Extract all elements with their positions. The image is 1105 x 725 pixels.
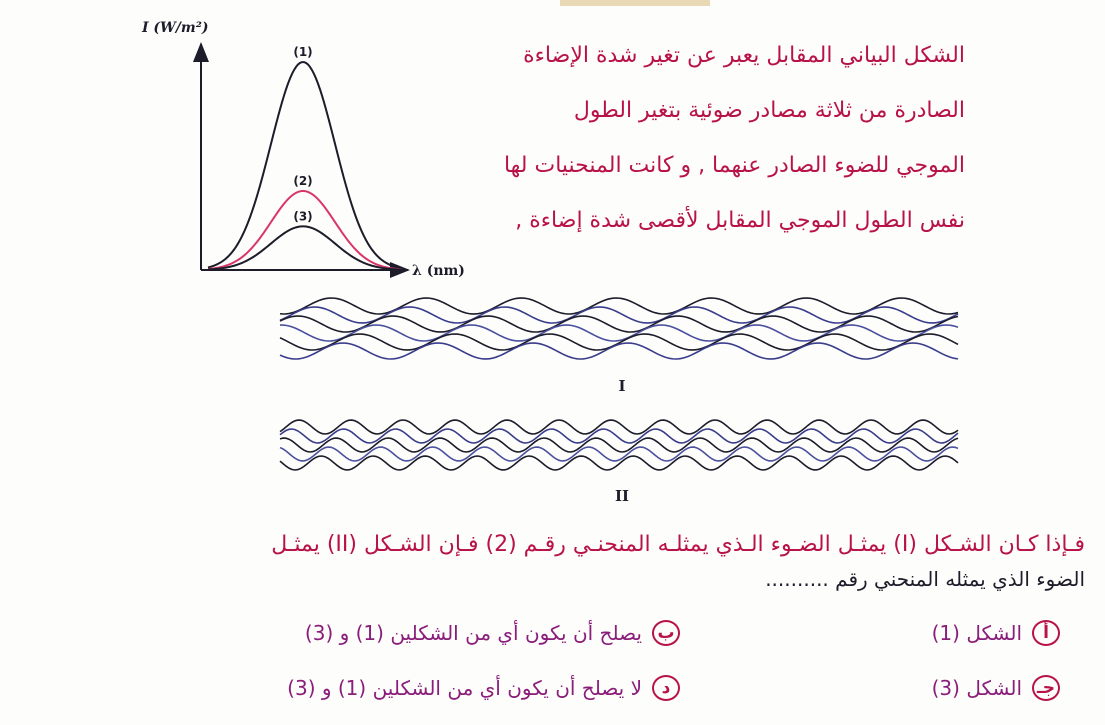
page-top-strip: [560, 0, 710, 6]
waves2-wave-3: [279, 437, 959, 453]
intro-text: الشكل البياني المقابل يعبر عن تغير شدة ا…: [405, 28, 965, 248]
waves-figure-i: I: [279, 297, 959, 395]
waves1-wave-2: [279, 306, 959, 324]
choice-a-text: الشكل (1): [931, 621, 1022, 645]
y-axis-label: I (W/m²): [141, 20, 208, 36]
curve-3-label: (3): [293, 209, 312, 223]
waves-figure-ii: II: [279, 419, 959, 505]
intro-line-4: نفس الطول الموجي المقابل لأقصى شدة إضاءة…: [515, 208, 965, 233]
waves1-wave-4: [279, 324, 959, 342]
curve-2-label: (2): [293, 174, 312, 188]
choice-a-badge: أ: [1032, 620, 1060, 646]
choice-c-badge: جـ: [1032, 675, 1060, 701]
figure-i-label: I: [618, 377, 625, 395]
curve-1-label: (1): [293, 45, 312, 59]
intro-line-3: الموجي للضوء الصادر عنهما , و كانت المنح…: [503, 153, 965, 178]
question: فـإذا كـان الشـكل (I) يمثـل الضـوء الـذي…: [15, 528, 1085, 596]
waves2-wave-2: [279, 428, 959, 444]
choice-b-text: يصلح أن يكون أي من الشكلين (1) و (3): [304, 621, 642, 645]
intro-line-2: الصادرة من ثلاثة مصادر ضوئية بتغير الطول: [573, 98, 965, 123]
intro-line-1: الشكل البياني المقابل يعبر عن تغير شدة ا…: [523, 43, 965, 68]
choice-c[interactable]: جـ الشكل (3): [932, 675, 1060, 701]
curve-3: [207, 225, 403, 271]
waves1-wave-3: [279, 315, 959, 333]
intensity-wavelength-graph: I (W/m²) λ (nm) (1) (2) (3): [141, 20, 465, 279]
choice-d-badge: د: [652, 675, 680, 701]
waves2-wave-1: [279, 419, 959, 435]
waves1-wave-5: [279, 333, 959, 351]
curve-2: [207, 190, 403, 271]
choice-d[interactable]: د لا يصلح أن يكون أي من الشكلين (1) و (3…: [287, 675, 680, 701]
curve-1: [207, 61, 403, 270]
choice-c-text: الشكل (3): [931, 676, 1022, 700]
waves2-wave-4: [279, 446, 959, 462]
choice-d-text: لا يصلح أن يكون أي من الشكلين (1) و (3): [287, 676, 642, 700]
choice-b-badge: ب: [652, 620, 680, 646]
waves1-wave-6: [279, 342, 959, 360]
choice-b[interactable]: ب يصلح أن يكون أي من الشكلين (1) و (3): [305, 620, 680, 646]
choice-a[interactable]: أ الشكل (1): [932, 620, 1060, 646]
question-line-1: فـإذا كـان الشـكل (I) يمثـل الضـوء الـذي…: [271, 532, 1085, 557]
question-line-2: الضوء الذي يمثله المنحني رقم ..........: [765, 567, 1085, 591]
x-axis-label: λ (nm): [412, 263, 465, 279]
waves2-wave-5: [279, 455, 959, 471]
waves1-wave-1: [279, 297, 959, 315]
figure-ii-label: II: [615, 487, 629, 505]
